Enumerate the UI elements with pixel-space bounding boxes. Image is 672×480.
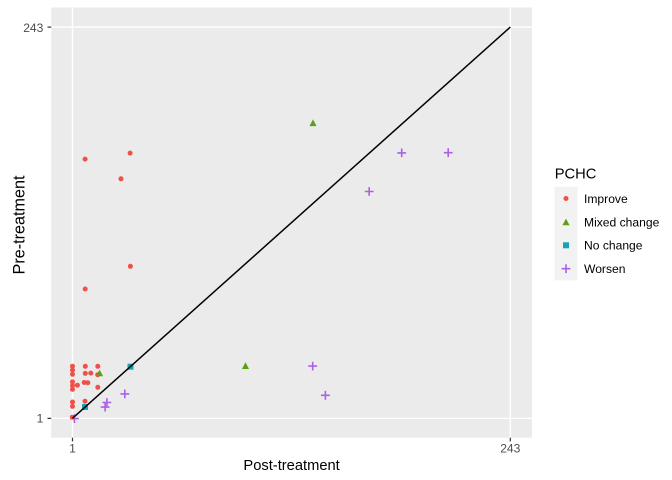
svg-text:Worsen: Worsen <box>584 262 625 276</box>
svg-text:243: 243 <box>500 442 520 456</box>
svg-text:Improve: Improve <box>584 192 628 206</box>
svg-text:Pre-treatment: Pre-treatment <box>11 175 29 274</box>
svg-text:Mixed change: Mixed change <box>584 215 660 229</box>
svg-text:1: 1 <box>69 442 76 456</box>
svg-text:No change: No change <box>584 239 643 253</box>
svg-text:243: 243 <box>23 21 43 35</box>
svg-text:1: 1 <box>37 412 44 426</box>
svg-text:Post-treatment: Post-treatment <box>243 458 339 474</box>
svg-text:PCHC: PCHC <box>555 167 597 183</box>
